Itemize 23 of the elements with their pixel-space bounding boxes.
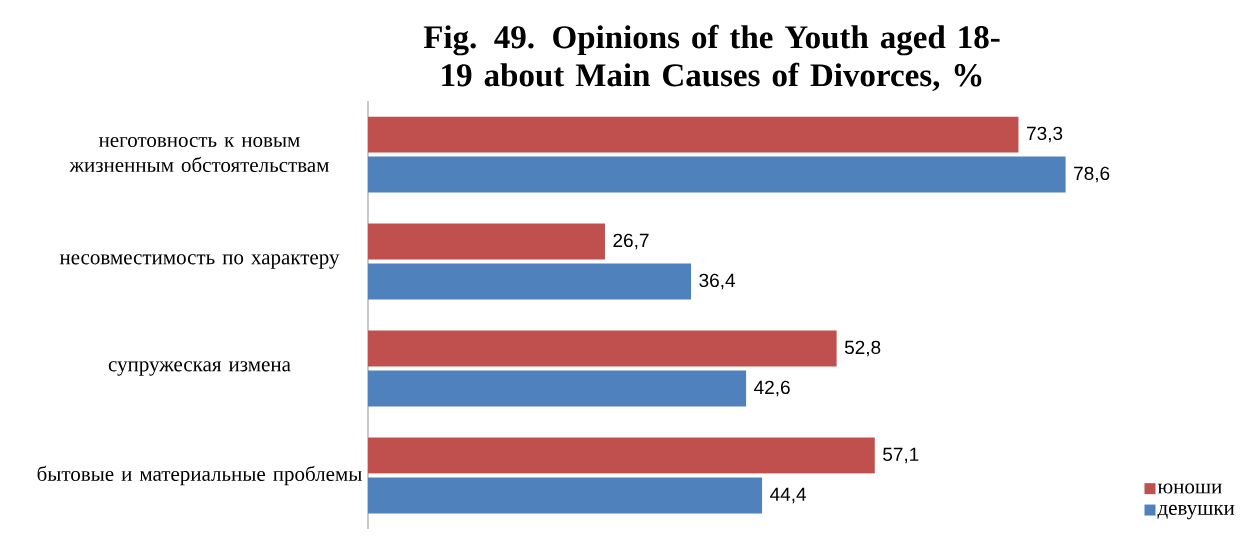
data-label: 78,6 [1074, 166, 1110, 183]
data-label: 42,6 [754, 380, 790, 397]
y-tick-label: бытовые и материальные проблемы [37, 465, 362, 486]
bar [368, 263, 692, 300]
data-label: 52,8 [844, 340, 881, 357]
bar [368, 156, 1066, 193]
y-tick-label: супружеская измена [108, 361, 291, 376]
bar [368, 437, 875, 474]
bar [368, 477, 763, 514]
bar [368, 116, 1019, 153]
legend-label: девушки [1157, 504, 1235, 520]
data-label: 26,7 [613, 233, 649, 250]
y-tick-label: несовместимость по характеру [59, 254, 340, 269]
data-label: 73,3 [1027, 126, 1063, 143]
legend-label: юноши [1157, 483, 1222, 494]
data-label: 36,4 [699, 273, 736, 290]
bar [368, 223, 605, 260]
bar [368, 330, 837, 367]
data-label: 44,4 [770, 487, 807, 504]
bar [368, 370, 747, 407]
y-tick-label: неготовность к новым жизненным обстоятельствам [69, 136, 329, 173]
chart-title: Fig. 49. Opinions of the Youth aged 18-19 about Main Causes of Divorces, % [423, 24, 1000, 92]
data-label: 57,1 [883, 447, 919, 464]
